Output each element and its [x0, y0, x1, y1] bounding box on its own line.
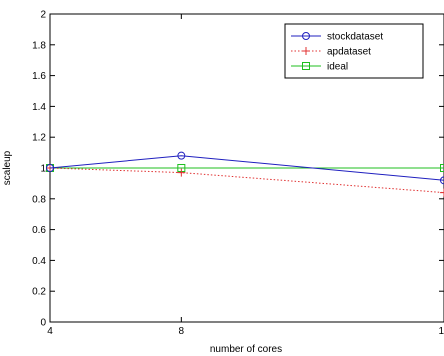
series-line-stockdataset [49, 155, 444, 181]
legend-marker [302, 32, 310, 40]
data-point-apdataset [177, 168, 186, 177]
legend-marker [302, 47, 310, 55]
data-point-stockdataset [46, 164, 54, 172]
y-tick-label: 0 [40, 318, 46, 329]
x-axis-ticks: 4 8 16 [47, 14, 444, 337]
x-tick-label: 16 [438, 326, 444, 337]
legend-label: ideal [327, 62, 348, 73]
legend-label: apdataset [327, 47, 371, 58]
legend: stockdataset apdataset ideal [284, 23, 424, 79]
legend-marker [302, 62, 310, 70]
series-layer [46, 151, 444, 197]
legend-item-apdataset: apdataset [291, 47, 371, 58]
legend-item-ideal: ideal [291, 62, 348, 73]
y-tick-label: 1.8 [32, 40, 46, 51]
y-tick-label: 0.8 [32, 194, 46, 205]
x-axis-title: number of cores [210, 344, 282, 355]
y-axis-title: scaleup [2, 150, 13, 185]
legend-label: stockdataset [327, 32, 383, 43]
data-point-stockdataset [440, 176, 444, 185]
x-tick-label: 8 [179, 326, 185, 337]
y-axis-ticks: 0 0.2 0.4 0.6 0.8 1 1.2 1.4 1.6 1.8 2 [32, 10, 444, 329]
data-point-apdataset [440, 188, 444, 197]
y-tick-label: 2 [40, 10, 46, 21]
series-stockdataset [46, 151, 444, 185]
y-tick-label: 1 [40, 164, 46, 175]
y-tick-label: 1.6 [32, 71, 46, 82]
data-point-ideal [440, 164, 444, 172]
y-tick-label: 0.4 [32, 256, 46, 267]
legend-item-stockdataset: stockdataset [291, 32, 383, 43]
y-tick-label: 1.4 [32, 102, 46, 113]
y-tick-label: 1.2 [32, 133, 46, 144]
y-tick-label: 0.2 [32, 287, 46, 298]
data-point-stockdataset [177, 151, 186, 160]
y-tick-label: 0.6 [32, 225, 46, 236]
x-tick-label: 4 [47, 326, 53, 337]
